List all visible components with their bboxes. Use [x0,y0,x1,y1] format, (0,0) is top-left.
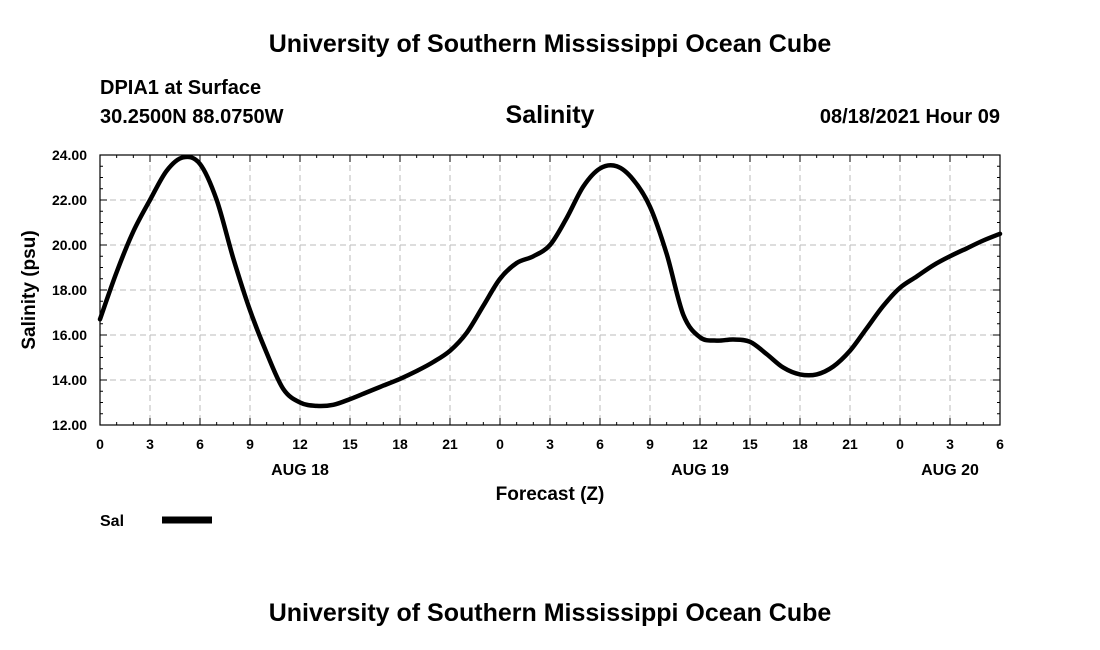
station-coordinates: 30.2500N 88.0750W [100,106,284,128]
x-tick-label: 21 [442,436,458,452]
x-tick-label: 6 [596,436,604,452]
x-tick-label: 3 [946,436,954,452]
station-label: DPIA1 at Surface [100,77,262,99]
x-tick-label: 18 [392,436,408,452]
y-tick-label: 16.00 [52,327,87,343]
legend-label-sal: Sal [100,513,124,530]
x-axis-label: Forecast (Z) [496,484,605,505]
x-tick-label: 0 [896,436,904,452]
x-tick-label: 15 [742,436,758,452]
date-label: AUG 19 [671,462,729,479]
x-tick-label: 12 [692,436,708,452]
parameter-title: Salinity [505,101,595,129]
y-tick-label: 22.00 [52,192,87,208]
x-tick-label: 3 [546,436,554,452]
series-line-sal [97,154,1003,409]
x-tick-label: 0 [496,436,504,452]
y-tick-label: 12.00 [52,417,87,433]
x-tick-label: 9 [246,436,254,452]
y-tick-label: 20.00 [52,237,87,253]
x-tick-label: 9 [646,436,654,452]
grid-layer [100,155,1000,425]
y-tick-label: 18.00 [52,282,87,298]
date-label: AUG 20 [921,462,979,479]
x-tick-label: 6 [996,436,1004,452]
footer-title: University of Southern Mississippi Ocean… [268,599,832,627]
page-title: University of Southern Mississippi Ocean… [268,30,832,58]
y-axis-label: Salinity (psu) [19,230,40,349]
x-tick-label: 3 [146,436,154,452]
forecast-timestamp: 08/18/2021 Hour 09 [819,106,1000,128]
x-tick-label: 15 [342,436,358,452]
label-layer: 0 3 6 9 12 15 18 21 0 3 6 9 12 15 18 21 0 3 6 AUG 18 AUG 19 A… [52,147,1004,479]
y-tick-label: 14.00 [52,372,87,388]
x-tick-label: 21 [842,436,858,452]
x-tick-label: 6 [196,436,204,452]
x-tick-label: 18 [792,436,808,452]
x-tick-label: 0 [96,436,104,452]
x-tick-label: 12 [292,436,308,452]
plot-frame [99,154,1001,426]
y-tick-label: 24.00 [52,147,87,163]
date-label: AUG 18 [271,462,329,479]
